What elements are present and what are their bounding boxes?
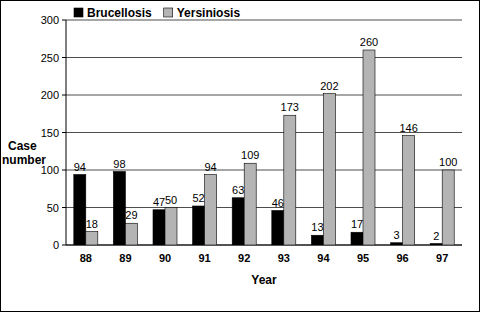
data-label: 173 (281, 101, 299, 113)
y-tick (62, 95, 66, 96)
legend-swatch (74, 8, 83, 17)
x-tick-label: 88 (80, 252, 92, 264)
frame (1, 1, 480, 312)
x-tick-label: 92 (238, 252, 250, 264)
y-axis-label-part: Case (8, 139, 40, 153)
data-label: 13 (311, 221, 323, 233)
grid-line (66, 95, 462, 96)
x-tick-label: 96 (396, 252, 408, 264)
y-axis-label: Case number (2, 139, 46, 167)
y-tick-label: 0 (53, 239, 59, 251)
x-tick-label: 91 (198, 252, 210, 264)
data-label: 52 (192, 192, 204, 204)
data-label: 202 (320, 80, 338, 92)
bar (244, 163, 256, 245)
y-tick-label: 50 (47, 202, 59, 214)
data-label: 109 (241, 149, 259, 161)
chart-svg: 0501001502002503009418982947505294631094… (0, 0, 480, 312)
chart-container: 0501001502002503009418982947505294631094… (0, 0, 480, 312)
data-label: 47 (153, 196, 165, 208)
y-axis-label-part: number (2, 153, 46, 167)
y-tick (62, 245, 66, 246)
legend-label: Brucellosis (87, 6, 152, 20)
data-label: 3 (394, 229, 400, 241)
x-tick-label: 97 (436, 252, 448, 264)
y-tick (62, 207, 66, 208)
bar (74, 175, 86, 246)
data-label: 17 (351, 218, 363, 230)
bar (153, 210, 165, 245)
data-label: 46 (272, 197, 284, 209)
legend-swatch (164, 8, 173, 17)
data-label: 94 (74, 161, 86, 173)
x-axis-label: Year (251, 273, 277, 287)
data-label: 100 (439, 156, 457, 168)
y-tick-label: 300 (41, 14, 59, 26)
bar (351, 232, 363, 245)
x-tick-label: 94 (317, 252, 330, 264)
bar (284, 115, 296, 245)
x-tick-label: 93 (278, 252, 290, 264)
data-label: 50 (165, 194, 177, 206)
bar (272, 211, 284, 246)
bar (113, 172, 125, 246)
bar (86, 232, 98, 246)
data-label: 29 (125, 209, 137, 221)
y-tick-label: 250 (41, 52, 59, 64)
x-tick-label: 95 (357, 252, 369, 264)
bar (311, 235, 323, 245)
grid-line (66, 57, 462, 58)
bar (442, 170, 454, 245)
data-label: 98 (113, 158, 125, 170)
data-labels: 94 18 98 29 4750 52 94 63 109 46 173 13 202 17 260 3 146… (74, 36, 458, 242)
bar (125, 223, 137, 245)
y-tick (62, 20, 66, 21)
y-tick (62, 57, 66, 58)
data-label: 63 (232, 184, 244, 196)
y-tick (62, 170, 66, 171)
data-label: 260 (360, 36, 378, 48)
bar (232, 198, 244, 245)
y-tick (62, 132, 66, 133)
y-tick-label: 150 (41, 127, 59, 139)
data-label: 94 (204, 161, 216, 173)
bars (74, 50, 454, 245)
bar (363, 50, 375, 245)
bar (165, 208, 177, 246)
y-tick-label: 200 (41, 89, 59, 101)
data-label: 18 (86, 218, 98, 230)
data-label: 146 (399, 122, 417, 134)
data-label: 2 (433, 230, 439, 242)
x-tick-label: 90 (159, 252, 171, 264)
bar (430, 244, 442, 246)
y-axis (66, 20, 67, 245)
bar (205, 175, 217, 246)
bar (323, 94, 335, 246)
legend-label: Yersiniosis (177, 6, 241, 20)
bar (403, 136, 415, 246)
bar (391, 243, 403, 245)
bar (193, 206, 205, 245)
x-tick-label: 89 (119, 252, 131, 264)
